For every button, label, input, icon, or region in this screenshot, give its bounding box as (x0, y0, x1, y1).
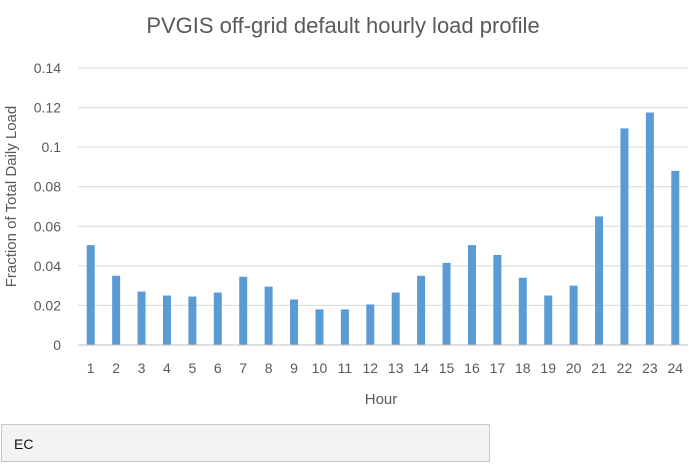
y-tick-label: 0.08 (34, 179, 61, 195)
bar (264, 286, 273, 345)
bar (366, 304, 375, 345)
bar (544, 295, 553, 345)
bar (188, 296, 197, 345)
x-tick-label: 9 (290, 360, 298, 376)
bar (112, 275, 121, 345)
x-tick-label: 4 (163, 360, 171, 376)
bar-chart: PVGIS off-grid default hourly load profi… (3, 13, 688, 408)
x-tick-label: 12 (363, 360, 379, 376)
x-tick-label: 17 (490, 360, 506, 376)
y-tick-label: 0 (53, 337, 61, 353)
y-tick-label: 0.14 (34, 60, 61, 76)
chart: PVGIS off-grid default hourly load profi… (3, 13, 688, 408)
bar (467, 245, 476, 345)
bar (493, 254, 502, 345)
bar (86, 245, 95, 345)
y-axis-title: Fraction of Total Daily Load (3, 106, 20, 288)
bar (290, 299, 299, 345)
x-tick-label: 22 (617, 360, 633, 376)
bar (671, 170, 680, 345)
x-tick-label: 5 (188, 360, 196, 376)
caption-label: EC (14, 436, 34, 452)
y-tick-label: 0.04 (34, 258, 61, 274)
x-tick-label: 10 (312, 360, 328, 376)
bar (595, 216, 604, 345)
x-tick-label: 11 (338, 360, 353, 376)
x-tick-label: 8 (265, 360, 273, 376)
x-tick-label: 23 (642, 360, 658, 376)
bar (162, 295, 171, 345)
x-tick-label: 2 (112, 360, 120, 376)
bar (137, 291, 146, 345)
bar (340, 309, 349, 345)
bar (315, 309, 324, 345)
bar (620, 128, 629, 345)
x-tick-label: 13 (388, 360, 404, 376)
x-tick-label: 14 (413, 360, 429, 376)
x-tick-label: 19 (540, 360, 556, 376)
x-axis-title: Hour (365, 391, 398, 408)
x-tick-label: 7 (239, 360, 247, 376)
y-tick-label: 0.1 (42, 139, 62, 155)
x-tick-label: 24 (668, 360, 684, 376)
chart-title: PVGIS off-grid default hourly load profi… (146, 13, 539, 38)
caption-box: EC (1, 424, 490, 462)
x-tick-label: 3 (138, 360, 146, 376)
bar (645, 112, 654, 346)
y-tick-label: 0.12 (34, 100, 61, 116)
bar (239, 276, 248, 345)
bar (213, 292, 222, 345)
x-tick-label: 6 (214, 360, 222, 376)
x-tick-label: 15 (439, 360, 455, 376)
y-tick-label: 0.06 (34, 218, 61, 234)
y-tick-label: 0.02 (34, 297, 61, 313)
bar (417, 275, 426, 345)
x-tick-label: 1 (87, 360, 95, 376)
x-tick-label: 18 (515, 360, 531, 376)
bar (391, 292, 400, 345)
x-tick-label: 16 (464, 360, 480, 376)
bar (442, 262, 451, 345)
bar (569, 285, 578, 345)
x-tick-label: 21 (591, 360, 607, 376)
bar (518, 277, 527, 345)
x-tick-label: 20 (566, 360, 582, 376)
